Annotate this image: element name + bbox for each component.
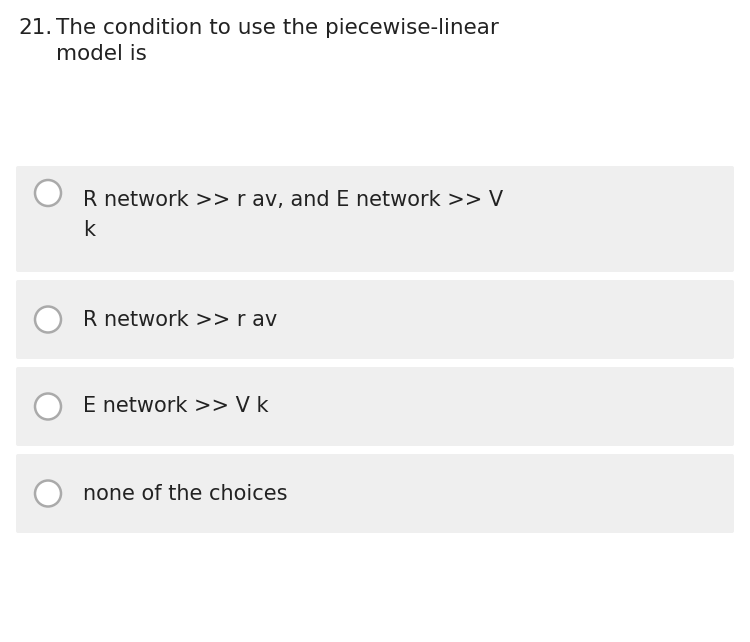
Text: 21.: 21. — [18, 18, 53, 38]
FancyBboxPatch shape — [16, 454, 734, 533]
Text: R network >> r av: R network >> r av — [83, 309, 278, 329]
FancyBboxPatch shape — [16, 166, 734, 272]
Text: k: k — [83, 220, 95, 240]
Circle shape — [35, 180, 61, 206]
Text: The condition to use the piecewise-linear: The condition to use the piecewise-linea… — [56, 18, 499, 38]
FancyBboxPatch shape — [16, 367, 734, 446]
FancyBboxPatch shape — [16, 280, 734, 359]
Text: R network >> r av, and E network >> V: R network >> r av, and E network >> V — [83, 190, 503, 210]
Circle shape — [35, 480, 61, 507]
Circle shape — [35, 394, 61, 419]
Text: E network >> V k: E network >> V k — [83, 397, 268, 417]
Circle shape — [35, 306, 61, 333]
Text: model is: model is — [56, 44, 147, 64]
Text: none of the choices: none of the choices — [83, 483, 287, 503]
